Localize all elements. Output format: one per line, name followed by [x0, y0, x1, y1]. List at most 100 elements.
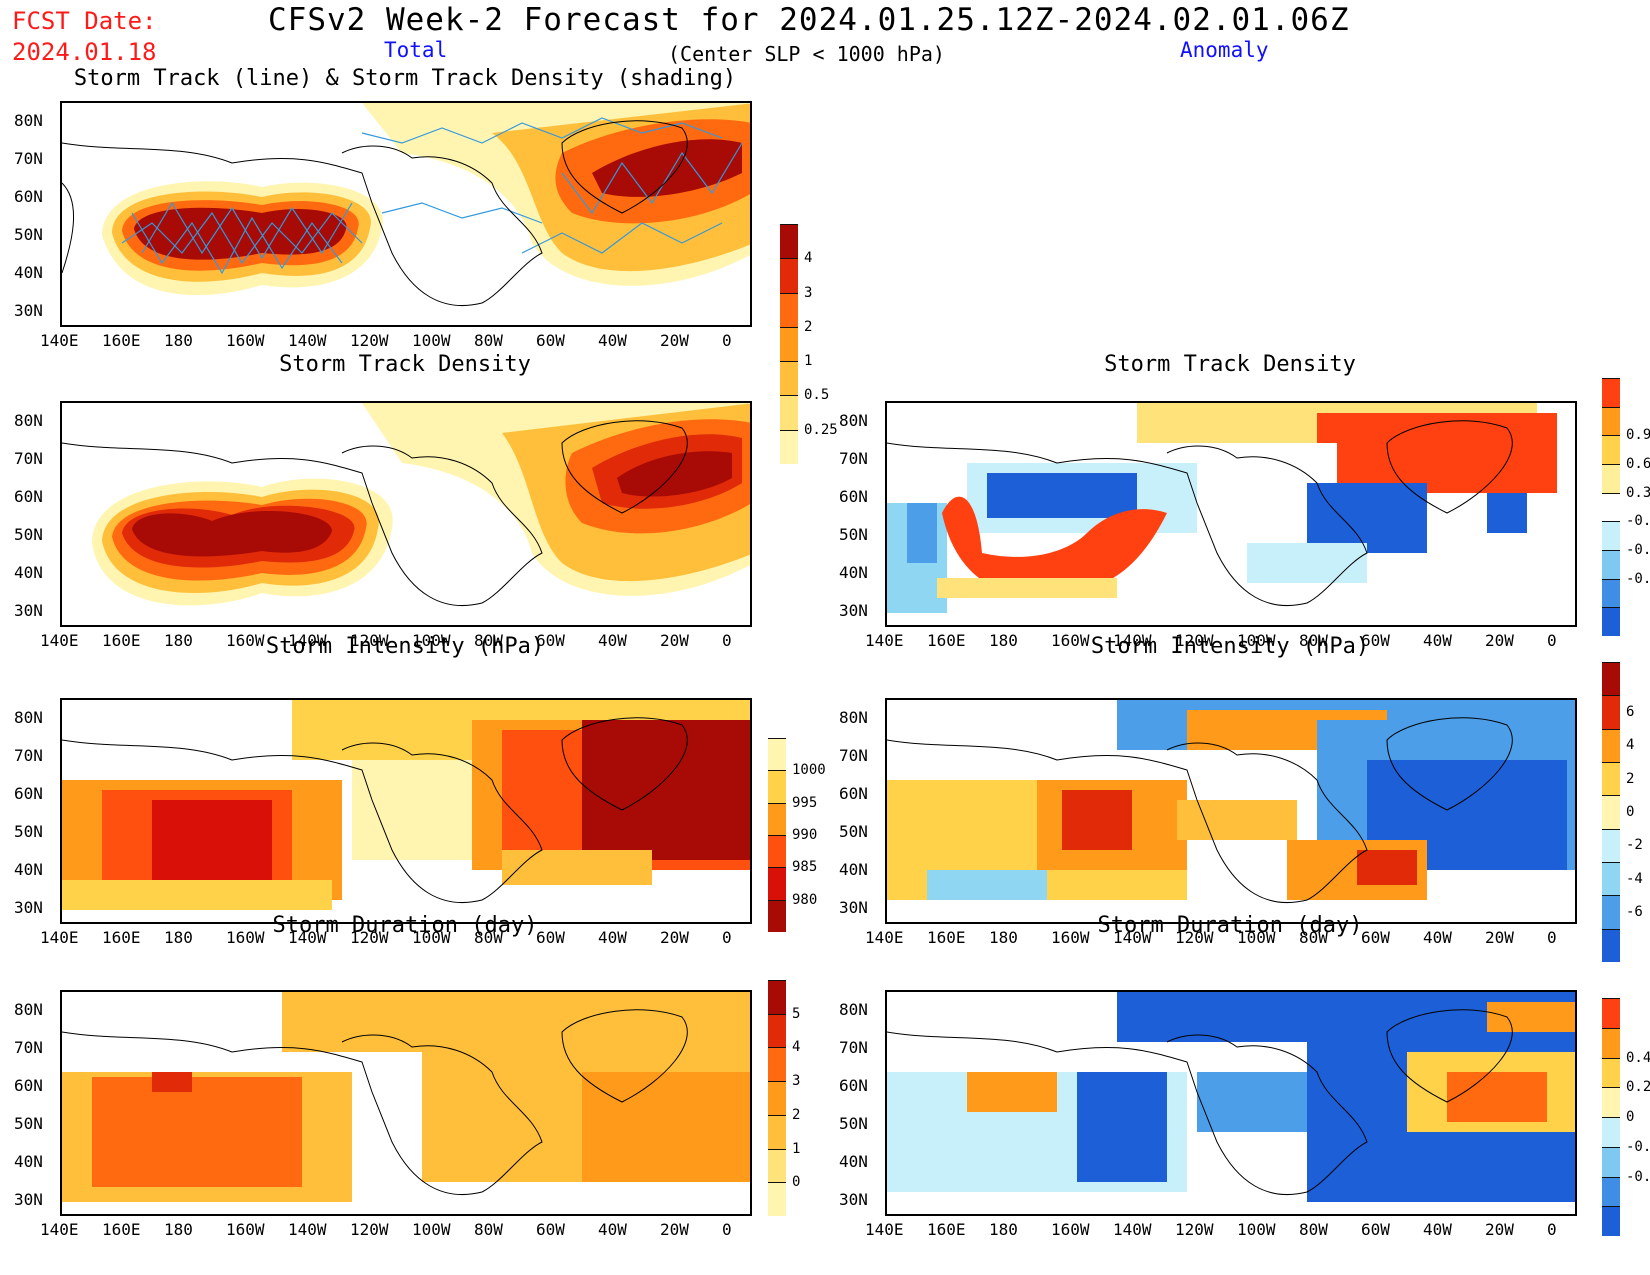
lon-tick-label: 160E — [927, 1220, 966, 1239]
lon-tick-label: 100W — [1237, 631, 1276, 650]
lon-tick-label: 140W — [1113, 631, 1152, 650]
lon-tick-label: 140W — [288, 331, 327, 350]
colorbar-label: -0.6 — [1626, 542, 1650, 558]
panel-title-total-intensity: Storm Intensity (hPa) — [265, 634, 545, 659]
lat-tick-label: 30N — [839, 898, 868, 917]
lon-tick-label: 0 — [722, 1220, 732, 1239]
lon-tick-label: 80W — [1299, 928, 1328, 947]
lon-tick-label: 60W — [536, 331, 565, 350]
lat-tick-label: 40N — [839, 1152, 868, 1171]
lat-tick-label: 80N — [839, 1000, 868, 1019]
lon-tick-label: 160W — [1051, 928, 1090, 947]
coastline-outline — [887, 420, 1513, 607]
lon-tick-label: 40W — [598, 928, 627, 947]
lon-tick-label: 180 — [989, 631, 1018, 650]
lon-tick-label: 180 — [164, 331, 193, 350]
colorbar-label: 2 — [1626, 770, 1635, 787]
map-total-duration — [60, 990, 752, 1216]
lon-tick-label: 140E — [865, 928, 904, 947]
lon-tick-label: 80W — [474, 928, 503, 947]
colorbar-label: -0.2 — [1626, 1138, 1650, 1155]
lat-tick-label: 50N — [839, 1114, 868, 1133]
lon-tick-label: 80W — [474, 631, 503, 650]
lat-tick-label: 50N — [839, 525, 868, 544]
lon-tick-label: 120W — [350, 928, 389, 947]
colorbar-segment — [1602, 828, 1620, 862]
colorbar-segment — [780, 395, 798, 430]
lon-tick-label: 120W — [1175, 928, 1214, 947]
colorbar-duration-total: 5 4 3 2 1 0 — [768, 980, 800, 1216]
coastline-outline — [62, 420, 688, 607]
colorbar-label: 4 — [804, 250, 813, 267]
colorbar-segment — [780, 429, 798, 464]
lon-tick-label: 120W — [350, 631, 389, 650]
lon-tick-label: 140W — [1113, 928, 1152, 947]
colorbar-segment — [768, 980, 786, 1014]
colorbar-segment — [768, 1081, 786, 1115]
lon-tick-label: 20W — [660, 1220, 689, 1239]
colorbar-segment — [1602, 378, 1620, 407]
lat-tick-label: 60N — [839, 1076, 868, 1095]
lon-tick-label: 100W — [412, 1220, 451, 1239]
colorbar-label: 0.25 — [804, 421, 838, 438]
colorbar-segment — [1602, 998, 1620, 1028]
lon-tick-label: 120W — [1175, 631, 1214, 650]
colorbar-label: 0 — [792, 1174, 801, 1191]
lat-tick-label: 50N — [14, 822, 43, 841]
lat-tick-label: 30N — [14, 1190, 43, 1209]
lon-tick-label: 20W — [660, 331, 689, 350]
lat-tick-label: 50N — [14, 525, 43, 544]
colorbar-segment — [768, 1013, 786, 1048]
colorbar-label: 0.2 — [1626, 1079, 1650, 1096]
colorbar-segment — [1602, 795, 1620, 829]
colorbar-label: -0.9 — [1626, 570, 1650, 587]
slp-condition: (Center SLP < 1000 hPa) — [668, 42, 945, 66]
lat-tick-label: 70N — [839, 746, 868, 765]
colorbar-label: 1000 — [792, 762, 826, 779]
colorbar-segment — [768, 1148, 786, 1183]
colorbar-segment — [780, 258, 798, 293]
lon-tick-label: 160E — [102, 1220, 141, 1239]
lon-tick-label: 140W — [288, 928, 327, 947]
lon-tick-label: 180 — [989, 1220, 1018, 1239]
lon-tick-label: 0 — [722, 331, 732, 350]
colorbar-segment — [1602, 662, 1620, 696]
colorbar-segment — [1602, 1176, 1620, 1207]
lon-tick-label: 140E — [40, 928, 79, 947]
colorbar-label: 0.6 — [1626, 456, 1650, 472]
lon-tick-label: 120W — [1175, 1220, 1214, 1239]
lon-tick-label: 140E — [40, 1220, 79, 1239]
lat-tick-label: 70N — [14, 149, 43, 168]
lat-tick-label: 80N — [14, 411, 43, 430]
lon-tick-label: 160E — [102, 928, 141, 947]
colorbar-label: 0.5 — [804, 387, 830, 404]
lon-tick-label: 60W — [536, 928, 565, 947]
colorbar-segment — [1602, 492, 1620, 522]
lon-tick-label: 100W — [412, 331, 451, 350]
lon-tick-label: 140E — [40, 631, 79, 650]
colorbar-segment — [1602, 550, 1620, 579]
lon-tick-label: 40W — [598, 331, 627, 350]
lat-tick-label: 70N — [14, 746, 43, 765]
map-anom-duration — [885, 990, 1577, 1216]
colorbar-label: 0.3 — [1626, 484, 1650, 501]
colorbar-segment — [768, 835, 786, 868]
colorbar-segment — [1602, 895, 1620, 929]
lon-tick-label: 80W — [474, 1220, 503, 1239]
lon-tick-label: 100W — [1237, 928, 1276, 947]
lon-tick-label: 160W — [226, 631, 265, 650]
colorbar-label: 985 — [792, 859, 818, 876]
lon-tick-label: 20W — [660, 928, 689, 947]
colorbar-density-anom: 0.9 0.6 0.3 -0.3 -0.6 -0.9 — [1602, 378, 1650, 636]
colorbar-label: 3 — [792, 1073, 801, 1090]
colorbar-label: 6 — [1626, 704, 1635, 720]
panel-title-total-density: Storm Track Density — [279, 352, 531, 377]
lon-tick-label: 0 — [1547, 631, 1557, 650]
storm-track-lines — [121, 117, 743, 275]
colorbar-segment — [780, 224, 798, 259]
lon-tick-label: 20W — [1485, 1220, 1514, 1239]
colorbar-intensity-anom: 6 4 2 0 -2 -4 -6 — [1602, 662, 1643, 962]
colorbar-label: 2 — [804, 318, 813, 335]
figure-title: CFSv2 Week-2 Forecast for 2024.01.25.12Z… — [268, 2, 1350, 38]
lat-tick-label: 70N — [839, 449, 868, 468]
